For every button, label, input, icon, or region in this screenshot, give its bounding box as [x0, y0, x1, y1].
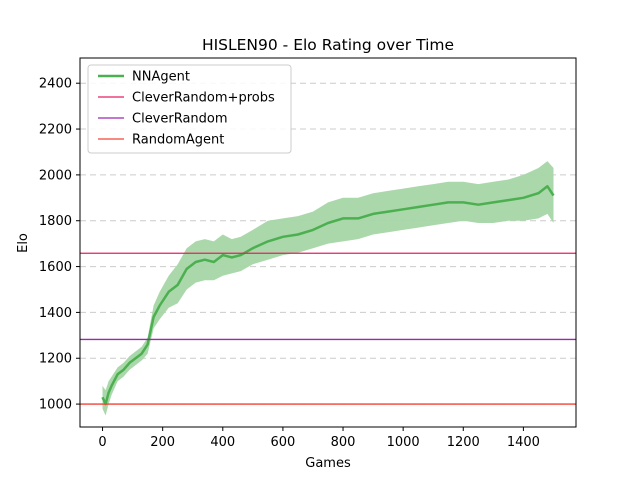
- y-tick-label: 2000: [39, 168, 72, 183]
- y-tick-label: 1400: [39, 306, 72, 321]
- x-tick-label: 1000: [387, 435, 420, 450]
- chart-title: HISLEN90 - Elo Rating over Time: [202, 36, 454, 54]
- y-tick-label: 1800: [39, 214, 72, 229]
- plot-area: [80, 161, 576, 415]
- x-axis-label: Games: [305, 456, 351, 471]
- y-tick-label: 2200: [39, 123, 72, 138]
- nnagent-confidence-band: [103, 161, 554, 415]
- legend-label: CleverRandom+probs: [132, 91, 275, 106]
- x-tick-label: 0: [98, 435, 106, 450]
- y-tick-label: 1200: [39, 352, 72, 367]
- x-tick-label: 200: [150, 435, 175, 450]
- y-tick-label: 1600: [39, 260, 72, 275]
- x-tick-label: 400: [210, 435, 235, 450]
- y-axis: 1000 1200 1400 1600 1800 2000 2200 2400: [39, 77, 80, 413]
- x-tick-label: 800: [331, 435, 356, 450]
- y-axis-label: Elo: [16, 233, 31, 253]
- legend: NNAgent CleverRandom+probs CleverRandom Ran…: [88, 65, 291, 153]
- x-tick-label: 600: [270, 435, 295, 450]
- legend-label: CleverRandom: [132, 112, 228, 127]
- x-tick-label: 1400: [507, 435, 540, 450]
- legend-label: NNAgent: [132, 70, 190, 85]
- legend-label: RandomAgent: [132, 133, 224, 148]
- x-axis: 0 200 400 600 800 1000 1200 1400: [98, 427, 540, 450]
- y-tick-label: 1000: [39, 398, 72, 413]
- y-tick-label: 2400: [39, 77, 72, 92]
- x-tick-label: 1200: [447, 435, 480, 450]
